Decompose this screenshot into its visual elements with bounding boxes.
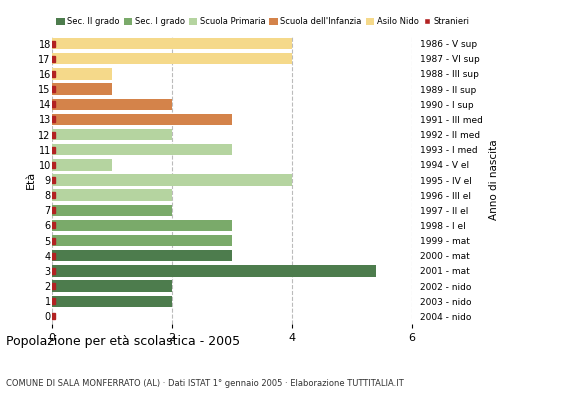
Y-axis label: Anno di nascita: Anno di nascita <box>489 140 499 220</box>
Bar <box>52 53 292 64</box>
Bar <box>52 265 376 277</box>
Y-axis label: Età: Età <box>26 171 35 189</box>
Bar <box>52 129 172 140</box>
Bar <box>52 114 232 125</box>
Text: Popolazione per età scolastica - 2005: Popolazione per età scolastica - 2005 <box>6 335 240 348</box>
Bar <box>52 235 232 246</box>
Bar <box>52 174 292 186</box>
Bar <box>52 159 112 170</box>
Bar <box>52 190 172 201</box>
Bar <box>52 220 232 231</box>
Bar <box>52 250 232 262</box>
Text: COMUNE DI SALA MONFERRATO (AL) · Dati ISTAT 1° gennaio 2005 · Elaborazione TUTTI: COMUNE DI SALA MONFERRATO (AL) · Dati IS… <box>6 379 404 388</box>
Legend: Sec. II grado, Sec. I grado, Scuola Primaria, Scuola dell'Infanzia, Asilo Nido, : Sec. II grado, Sec. I grado, Scuola Prim… <box>56 17 470 26</box>
Bar <box>52 38 292 49</box>
Bar <box>52 68 112 80</box>
Bar <box>52 296 172 307</box>
Bar <box>52 144 232 155</box>
Bar <box>52 98 172 110</box>
Bar <box>52 83 112 95</box>
Bar <box>52 205 172 216</box>
Bar <box>52 280 172 292</box>
